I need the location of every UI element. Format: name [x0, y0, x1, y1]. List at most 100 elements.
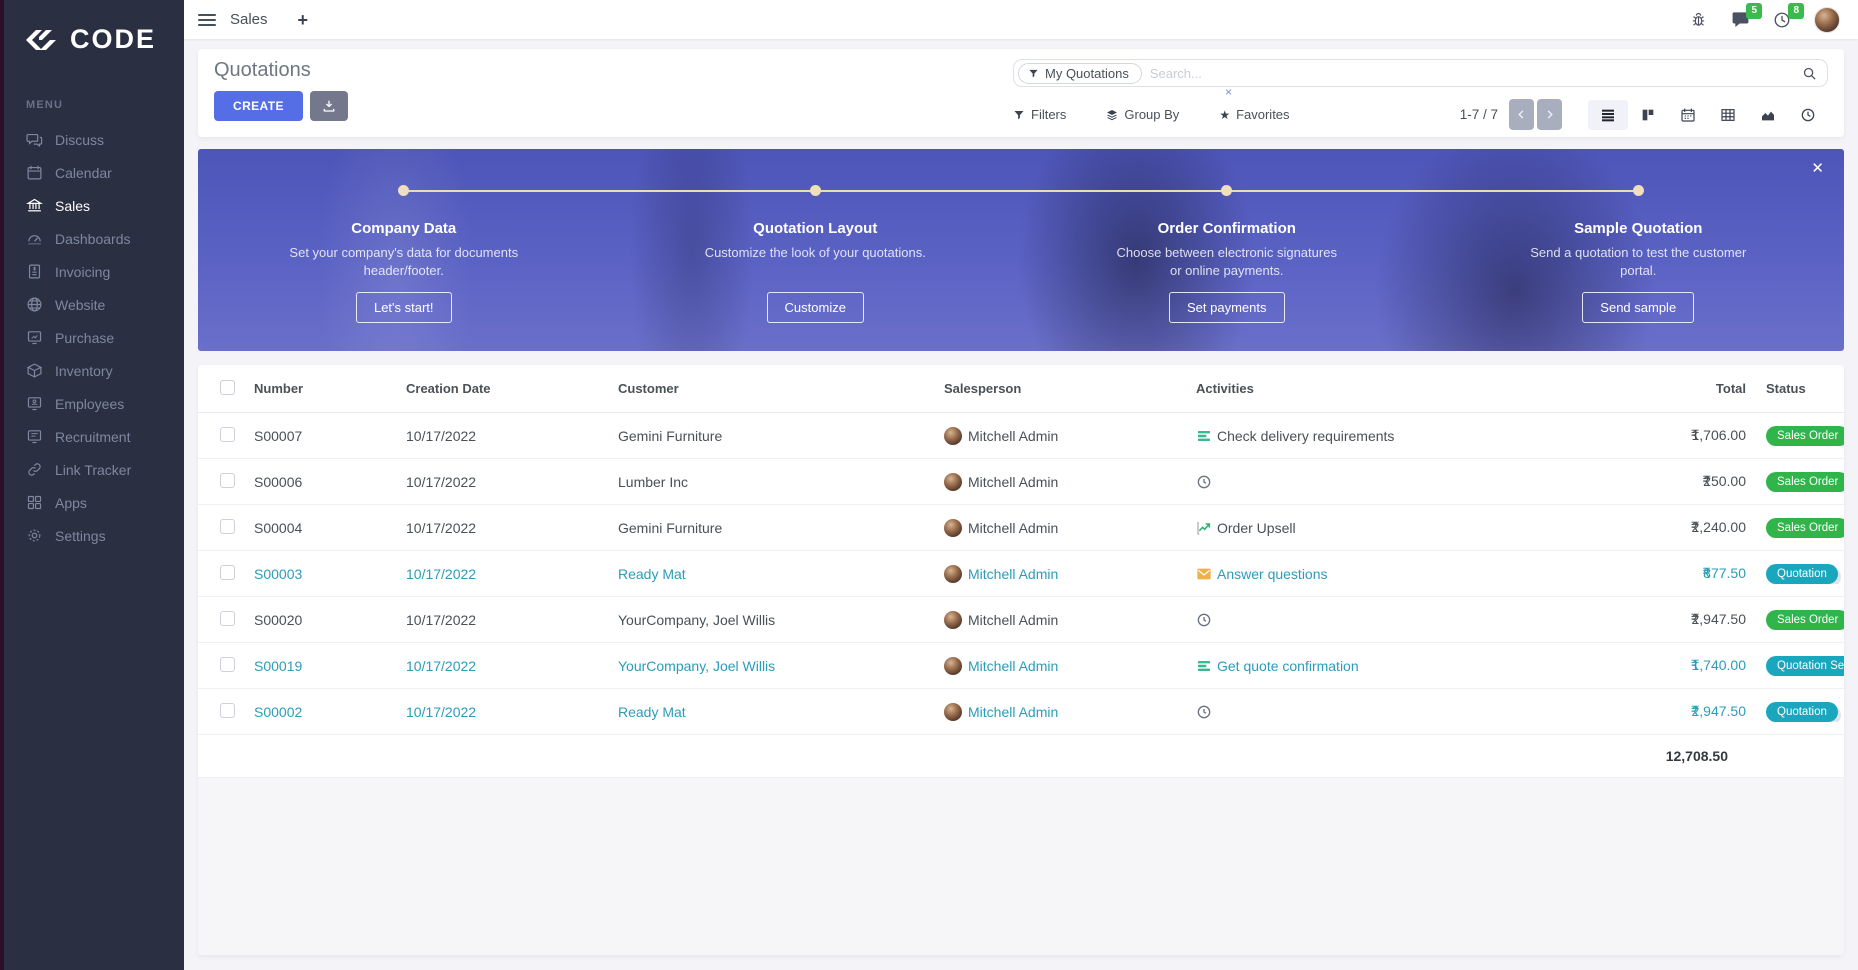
column-header-salesperson[interactable]: Salesperson [944, 381, 1196, 396]
row-checkbox[interactable] [220, 427, 235, 442]
cell-customer: YourCompany, Joel Willis [618, 612, 944, 628]
cell-customer: Gemini Furniture [618, 520, 944, 536]
row-checkbox[interactable] [220, 565, 235, 580]
sidebar-item-calendar[interactable]: Calendar [0, 156, 184, 189]
search-options-row: Filters Group By ★ Favorites 1-7 / 7 [1013, 99, 1828, 130]
cell-salesperson: Mitchell Admin [944, 565, 1196, 583]
sidebar-item-website[interactable]: Website [0, 288, 184, 321]
banner-close-icon[interactable]: ✕ [1811, 159, 1824, 177]
user-avatar[interactable] [1814, 7, 1840, 33]
export-button[interactable] [310, 91, 348, 121]
column-header-status[interactable]: Status [1748, 381, 1844, 396]
calendar-view-icon[interactable] [1668, 100, 1708, 130]
table-row[interactable]: S00002 10/17/2022 Ready Mat Mitchell Adm… [198, 689, 1844, 735]
sidebar-item-employees[interactable]: Employees [0, 387, 184, 420]
sidebar-item-sales[interactable]: Sales [0, 189, 184, 222]
table-row[interactable]: S00007 10/17/2022 Gemini Furniture Mitch… [198, 413, 1844, 459]
step-description: Send a quotation to test the customer po… [1523, 244, 1753, 280]
salesperson-avatar [944, 565, 962, 583]
search-facet[interactable]: My Quotations [1018, 63, 1142, 84]
table-row[interactable]: S00004 10/17/2022 Gemini Furniture Mitch… [198, 505, 1844, 551]
salesperson-avatar [944, 427, 962, 445]
purchase-icon [26, 329, 43, 346]
table-footer-row: 12,708.50 [198, 735, 1844, 777]
bug-icon[interactable] [1688, 10, 1708, 30]
cell-activity[interactable] [1196, 612, 1523, 628]
sidebar-item-recruitment[interactable]: Recruitment [0, 420, 184, 453]
messages-icon[interactable]: 5 [1730, 10, 1750, 30]
lets-start-button[interactable]: Let's start! [356, 292, 452, 323]
employees-icon [26, 395, 43, 412]
row-checkbox[interactable] [220, 519, 235, 534]
column-header-activities[interactable]: Activities [1196, 381, 1523, 396]
table-row[interactable]: S00003 10/17/2022 Ready Mat Mitchell Adm… [198, 551, 1844, 597]
pivot-view-icon[interactable] [1708, 100, 1748, 130]
sidebar-item-dashboards[interactable]: Dashboards [0, 222, 184, 255]
sidebar-item-purchase[interactable]: Purchase [0, 321, 184, 354]
column-header-number[interactable]: Number [254, 381, 406, 396]
column-header-creation-date[interactable]: Creation Date [406, 381, 618, 396]
cell-activity[interactable]: Answer questions [1196, 566, 1523, 582]
column-header-customer[interactable]: Customer [618, 381, 944, 396]
cell-activity[interactable] [1196, 474, 1523, 490]
cell-creation-date: 10/17/2022 [406, 612, 618, 628]
cell-activity[interactable]: Check delivery requirements [1196, 428, 1523, 444]
pager-next-button[interactable] [1537, 99, 1562, 130]
status-badge: Sales Order [1766, 472, 1844, 492]
control-panel-right: My Quotations × Filters Group By [1013, 59, 1828, 125]
sidebar-item-label: Recruitment [55, 429, 130, 445]
hamburger-menu-icon[interactable] [198, 11, 216, 29]
new-tab-button[interactable]: + [298, 11, 309, 29]
step-dot [398, 185, 409, 196]
sidebar-item-apps[interactable]: Apps [0, 486, 184, 519]
cell-activity[interactable] [1196, 704, 1523, 720]
table-row[interactable]: S00020 10/17/2022 YourCompany, Joel Will… [198, 597, 1844, 643]
table-row[interactable]: S00019 10/17/2022 YourCompany, Joel Will… [198, 643, 1844, 689]
filters-funnel-icon [1013, 109, 1025, 121]
sidebar-item-invoicing[interactable]: Invoicing [0, 255, 184, 288]
customize-button[interactable]: Customize [767, 292, 864, 323]
search-icon[interactable] [1802, 66, 1817, 81]
onboarding-banner: ✕ Company Data Set your company's data f… [198, 149, 1844, 351]
filters-button[interactable]: Filters [1013, 107, 1066, 122]
cell-activity[interactable]: Order Upsell [1196, 520, 1523, 536]
sidebar-item-inventory[interactable]: Inventory [0, 354, 184, 387]
row-checkbox[interactable] [220, 703, 235, 718]
onboarding-step-company-data: Company Data Set your company's data for… [198, 149, 610, 351]
search-bar[interactable]: My Quotations [1013, 59, 1828, 87]
table-row[interactable]: S00006 10/17/2022 Lumber Inc Mitchell Ad… [198, 459, 1844, 505]
step-dot [1633, 185, 1644, 196]
kanban-view-icon[interactable] [1628, 100, 1668, 130]
app-name[interactable]: Sales [230, 11, 268, 28]
search-input[interactable] [1142, 66, 1802, 81]
list-view-icon[interactable] [1588, 100, 1628, 130]
topbar: Sales + 5 8 [184, 0, 1858, 39]
group-by-layers-icon [1106, 109, 1118, 121]
cell-total: ₹250.00 [1523, 473, 1748, 490]
row-checkbox[interactable] [220, 473, 235, 488]
pager-previous-button[interactable] [1509, 99, 1534, 130]
set-payments-button[interactable]: Set payments [1169, 292, 1285, 323]
select-all-checkbox[interactable] [220, 380, 235, 395]
status-badge: Sales Order [1766, 610, 1844, 630]
send-sample-button[interactable]: Send sample [1582, 292, 1694, 323]
facet-remove-button[interactable]: × [1225, 86, 1232, 98]
activity-view-icon[interactable] [1788, 100, 1828, 130]
favorites-button[interactable]: ★ Favorites [1219, 107, 1289, 122]
app-logo[interactable]: CODE [0, 0, 184, 73]
step-dot [1221, 185, 1232, 196]
sidebar-item-discuss[interactable]: Discuss [0, 123, 184, 156]
activities-clock-icon[interactable]: 8 [1772, 10, 1792, 30]
row-checkbox[interactable] [220, 657, 235, 672]
table-header-row: Number Creation Date Customer Salesperso… [198, 365, 1844, 413]
group-by-button[interactable]: Group By [1106, 107, 1179, 122]
table-empty-area [198, 777, 1844, 955]
graph-view-icon[interactable] [1748, 100, 1788, 130]
column-header-total[interactable]: Total [1523, 381, 1748, 396]
create-button[interactable]: CREATE [214, 91, 303, 121]
cell-activity[interactable]: Get quote confirmation [1196, 658, 1523, 674]
sidebar-item-settings[interactable]: Settings [0, 519, 184, 552]
row-checkbox[interactable] [220, 611, 235, 626]
page-title: Quotations [214, 59, 348, 82]
sidebar-item-link-tracker[interactable]: Link Tracker [0, 453, 184, 486]
